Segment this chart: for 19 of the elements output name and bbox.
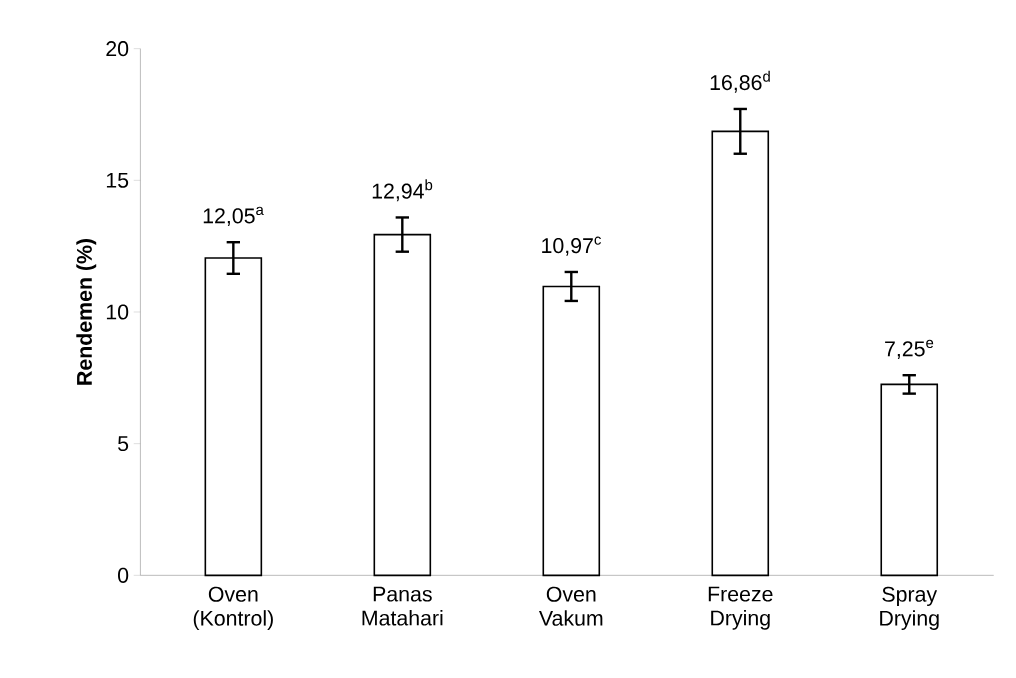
data-label: 12,94$^{b}$ (372, 179, 433, 202)
bar (880, 383, 939, 577)
bar (711, 130, 770, 577)
y-tick-label: 0 (118, 567, 129, 583)
y-axis-title: Rendemen (%) (76, 239, 97, 385)
y-tick-label: 5 (118, 436, 129, 452)
x-tick-label: Oven (Kontrol) (193, 586, 273, 631)
data-label: 16,86$^{d}$ (710, 70, 770, 93)
bar (542, 285, 601, 577)
y-tick-label: 20 (106, 41, 129, 57)
y-tick-label: 10 (106, 304, 129, 320)
x-tick-label: Freeze Drying (708, 586, 773, 630)
y-tick-label: 15 (106, 172, 129, 188)
x-tick-label: Spray Drying (880, 586, 939, 631)
data-label: 10,97$^{c}$ (542, 236, 601, 256)
x-tick-label: Panas Matahari (362, 586, 443, 626)
data-label: 12,05$^{a}$ (203, 206, 264, 226)
x-tick-label: Oven Vakum (538, 586, 603, 626)
data-label: 7,25$^{e}$ (885, 339, 934, 359)
